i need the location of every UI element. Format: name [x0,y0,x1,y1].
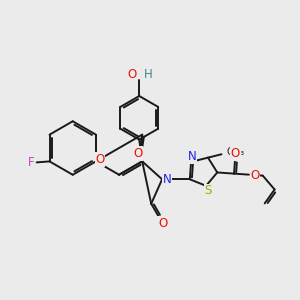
Text: O: O [127,68,136,81]
Text: N: N [163,173,171,186]
Text: O: O [250,169,260,182]
Text: O: O [158,217,167,230]
Text: O: O [134,147,143,160]
Text: F: F [27,156,34,169]
Text: O: O [231,147,240,161]
Text: O: O [95,153,104,166]
Text: H: H [144,68,153,81]
Text: CH₃: CH₃ [226,147,244,157]
Text: S: S [204,184,212,197]
Text: N: N [188,150,197,164]
